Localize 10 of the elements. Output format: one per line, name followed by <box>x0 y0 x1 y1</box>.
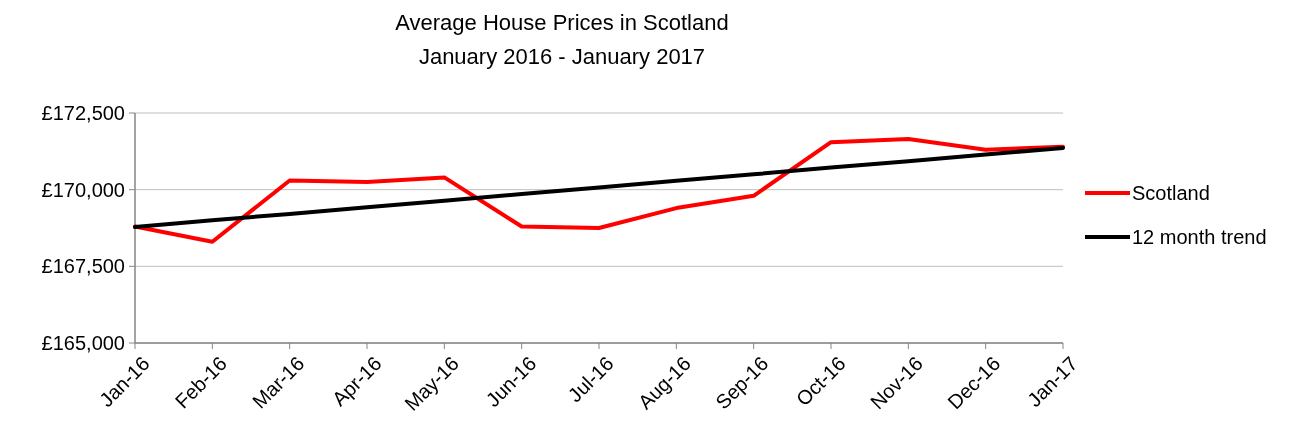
line-series <box>133 145 1065 230</box>
legend-label: Scotland <box>1132 182 1210 204</box>
line-series <box>133 137 1065 244</box>
y-tick-label: £170,000 <box>41 178 125 201</box>
legend-label: 12 month trend <box>1132 226 1267 248</box>
chart-title: Average House Prices in Scotland <box>395 10 729 35</box>
y-tick-label: £167,500 <box>41 255 125 278</box>
chart-subtitle: January 2016 - January 2017 <box>418 44 706 69</box>
y-tick-label: £165,000 <box>41 332 125 354</box>
y-tick-label: £172,500 <box>41 102 125 124</box>
